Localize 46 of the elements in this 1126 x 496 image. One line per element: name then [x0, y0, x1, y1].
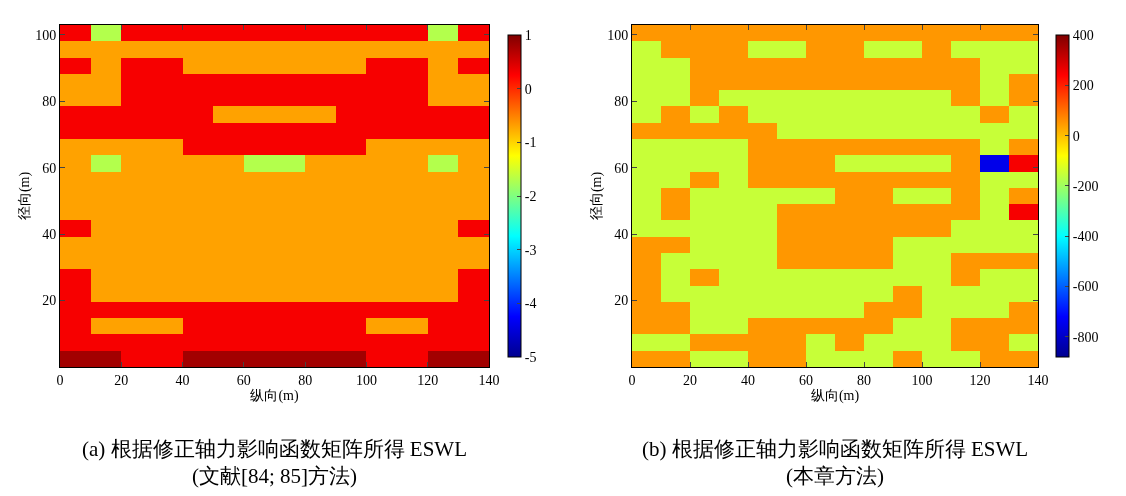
y-tick-label: 80 [42, 94, 57, 110]
color-bar-label: -4 [524, 296, 537, 312]
color-bar-label: 0 [1072, 128, 1080, 144]
color-bar-label: -600 [1072, 279, 1099, 295]
x-tick-label: 120 [969, 372, 991, 388]
x-tick-label: 0 [628, 372, 636, 388]
x-tick-label: 100 [355, 372, 377, 388]
y-axis-title: 径向(m) [16, 171, 33, 221]
x-axis-title: 纵向(m) [250, 387, 299, 404]
x-tick-label: 40 [741, 372, 755, 388]
color-bar-label: -1 [524, 135, 537, 151]
text: (a) 根据修正轴力影响函数矩阵所得 ESWL (文献[84; 85]方法) [82, 437, 467, 489]
x-tick-label: 40 [175, 372, 190, 388]
color-bar-label: 1 [524, 27, 532, 43]
y-axis-title: 径向(m) [588, 171, 605, 221]
x-tick-label: 80 [857, 372, 871, 388]
color-bar-label: 400 [1072, 27, 1094, 43]
y-tick-label: 100 [35, 27, 57, 43]
x-tick-label: 120 [417, 372, 439, 388]
text: (b) 根据修正轴力影响函数矩阵所得 ESWL (本章方法) [642, 437, 1029, 489]
y-tick-label: 60 [614, 160, 629, 176]
color-bar-label: -800 [1072, 329, 1099, 345]
x-tick-label: 140 [1027, 372, 1049, 388]
y-tick-label: 40 [614, 227, 629, 243]
color-bar-label: -2 [524, 188, 537, 204]
x-tick-label: 20 [114, 372, 129, 388]
y-tick-label: 20 [42, 293, 57, 309]
y-tick-label: 100 [607, 27, 629, 43]
color-bar-label: -5 [524, 349, 537, 365]
x-tick-label: 140 [478, 372, 500, 388]
y-tick-label: 60 [42, 160, 57, 176]
x-tick-label: 60 [799, 372, 813, 388]
color-bar-label: -400 [1072, 229, 1099, 245]
color-bar-label: -200 [1072, 178, 1099, 194]
x-tick-label: 80 [298, 372, 313, 388]
x-tick-label: 60 [236, 372, 251, 388]
x-tick-label: 0 [56, 372, 64, 388]
color-bar-label: 0 [524, 81, 532, 97]
y-tick-label: 40 [42, 227, 57, 243]
y-tick-label: 20 [614, 293, 629, 309]
color-bar-label: -3 [524, 242, 537, 258]
y-tick-label: 80 [614, 94, 629, 110]
x-tick-label: 20 [683, 372, 697, 388]
x-tick-label: 100 [911, 372, 933, 388]
x-axis-title: 纵向(m) [810, 387, 860, 404]
color-bar-label: 200 [1072, 78, 1094, 94]
